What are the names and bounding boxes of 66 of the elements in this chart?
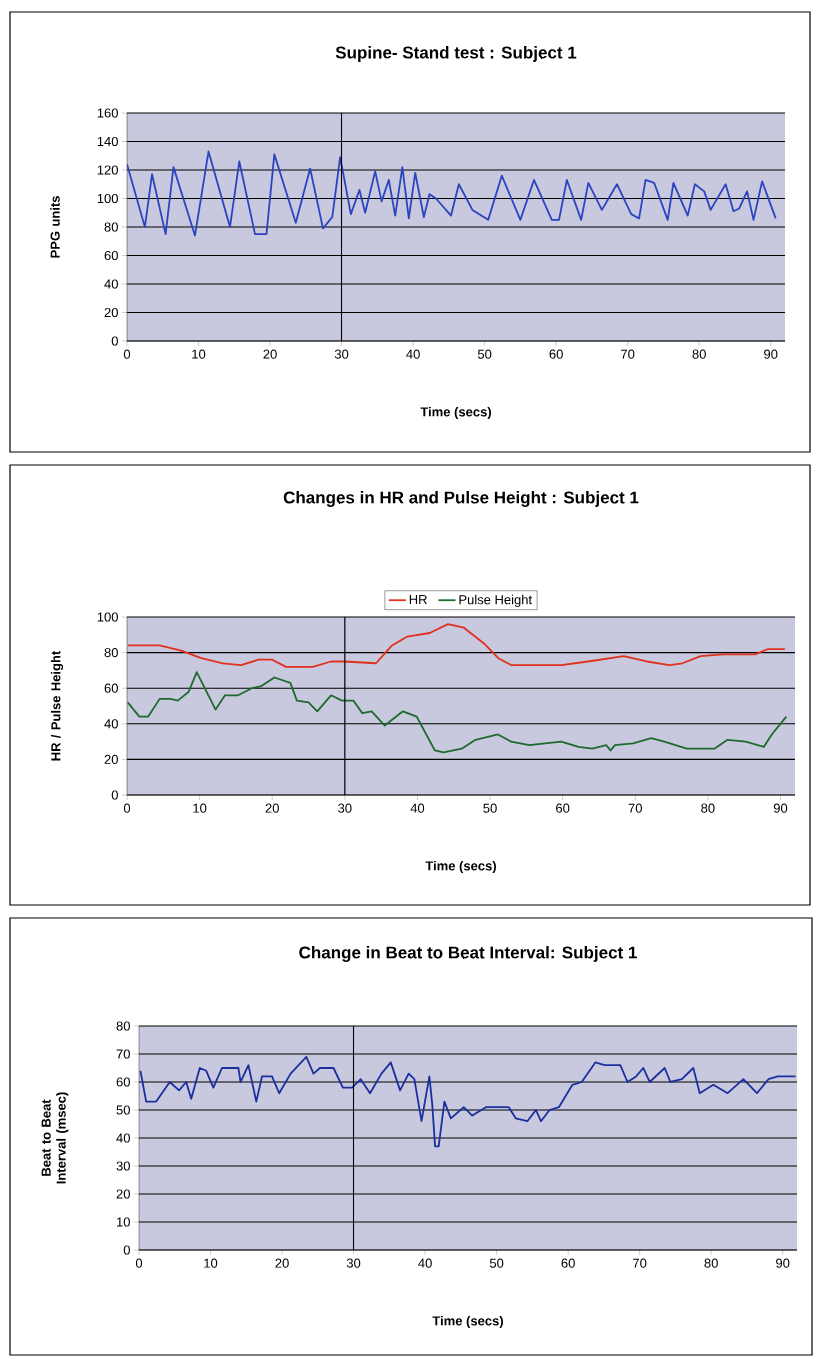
x-tick-label: 50 xyxy=(477,349,492,359)
x-tick-label: 80 xyxy=(701,803,715,813)
y-tick-label: 10 xyxy=(117,1217,130,1227)
y-tick-label: 0 xyxy=(111,790,118,800)
y-tick-label: 80 xyxy=(116,1021,130,1031)
y-tick-label: 160 xyxy=(97,108,118,118)
legend-label: HR xyxy=(409,594,427,604)
y-tick-label: 20 xyxy=(116,1189,130,1199)
chart-title: Supine- Stand test : Subject 1 xyxy=(335,46,577,62)
x-tick-label: 10 xyxy=(192,349,206,359)
x-tick-label: 30 xyxy=(346,1258,361,1268)
x-tick-label: 80 xyxy=(692,349,706,359)
x-tick-label: 50 xyxy=(483,803,497,813)
y-axis-title: HR / Pulse Height xyxy=(50,650,64,761)
y-tick-label: 80 xyxy=(104,222,118,232)
y-tick-label: 80 xyxy=(104,647,118,658)
chart-title: Changes in HR and Pulse Height : Subject 1 xyxy=(283,491,639,507)
y-tick-label: 120 xyxy=(97,165,118,175)
y-tick-label: 50 xyxy=(116,1105,130,1115)
x-axis-title: Time (secs) xyxy=(425,860,496,874)
y-tick-label: 0 xyxy=(111,336,118,346)
x-tick-label: 60 xyxy=(561,1258,575,1268)
x-tick-label: 60 xyxy=(556,803,570,813)
line-series xyxy=(127,671,788,754)
y-tick-label: 60 xyxy=(104,250,118,261)
y-axis-title: Beat to Beat Interval (msec) xyxy=(41,1092,69,1184)
x-tick-label: 50 xyxy=(489,1258,504,1268)
y-tick-label: 60 xyxy=(104,683,118,693)
x-tick-label: 30 xyxy=(338,803,352,813)
y-tick-label: 70 xyxy=(116,1049,130,1059)
x-tick-label: 80 xyxy=(704,1258,718,1268)
x-tick-label: 20 xyxy=(265,803,279,813)
x-tick-label: 90 xyxy=(776,1258,790,1268)
x-axis-title: Time (secs) xyxy=(432,1315,503,1329)
y-tick-label: 100 xyxy=(97,612,118,622)
y-tick-label: 0 xyxy=(123,1245,130,1255)
x-tick-label: 70 xyxy=(633,1258,647,1268)
y-tick-label: 140 xyxy=(97,136,118,147)
x-tick-label: 0 xyxy=(135,1258,143,1268)
y-tick-label: 20 xyxy=(104,754,118,764)
y-axis-title: PPG units xyxy=(50,196,60,258)
x-tick-label: 10 xyxy=(193,803,207,813)
x-tick-label: 70 xyxy=(628,803,642,813)
line-series xyxy=(127,150,777,237)
y-tick-label: 40 xyxy=(104,719,118,729)
y-tick-label: 40 xyxy=(116,1133,130,1143)
y-tick-label: 60 xyxy=(116,1077,130,1087)
x-tick-label: 30 xyxy=(334,349,349,359)
legend-label: Pulse Height xyxy=(459,594,532,607)
y-tick-label: 100 xyxy=(97,193,118,204)
x-tick-label: 60 xyxy=(549,349,563,359)
y-tick-label: 30 xyxy=(116,1161,130,1171)
line-series xyxy=(127,623,786,668)
y-tick-label: 20 xyxy=(104,307,118,318)
x-tick-label: 40 xyxy=(418,1258,432,1268)
x-tick-label: 40 xyxy=(410,803,425,813)
y-tick-label: 40 xyxy=(104,279,118,289)
x-tick-label: 40 xyxy=(406,349,420,359)
x-tick-label: 90 xyxy=(764,349,778,359)
chart-title: Change in Beat to Beat Interval: Subject 1 xyxy=(299,946,637,962)
x-tick-label: 20 xyxy=(275,1258,289,1268)
x-tick-label: 90 xyxy=(773,803,788,813)
x-tick-label: 20 xyxy=(263,349,277,359)
x-tick-label: 70 xyxy=(621,349,635,359)
x-axis-title: Time (secs) xyxy=(420,406,491,420)
x-tick-label: 10 xyxy=(204,1258,218,1268)
